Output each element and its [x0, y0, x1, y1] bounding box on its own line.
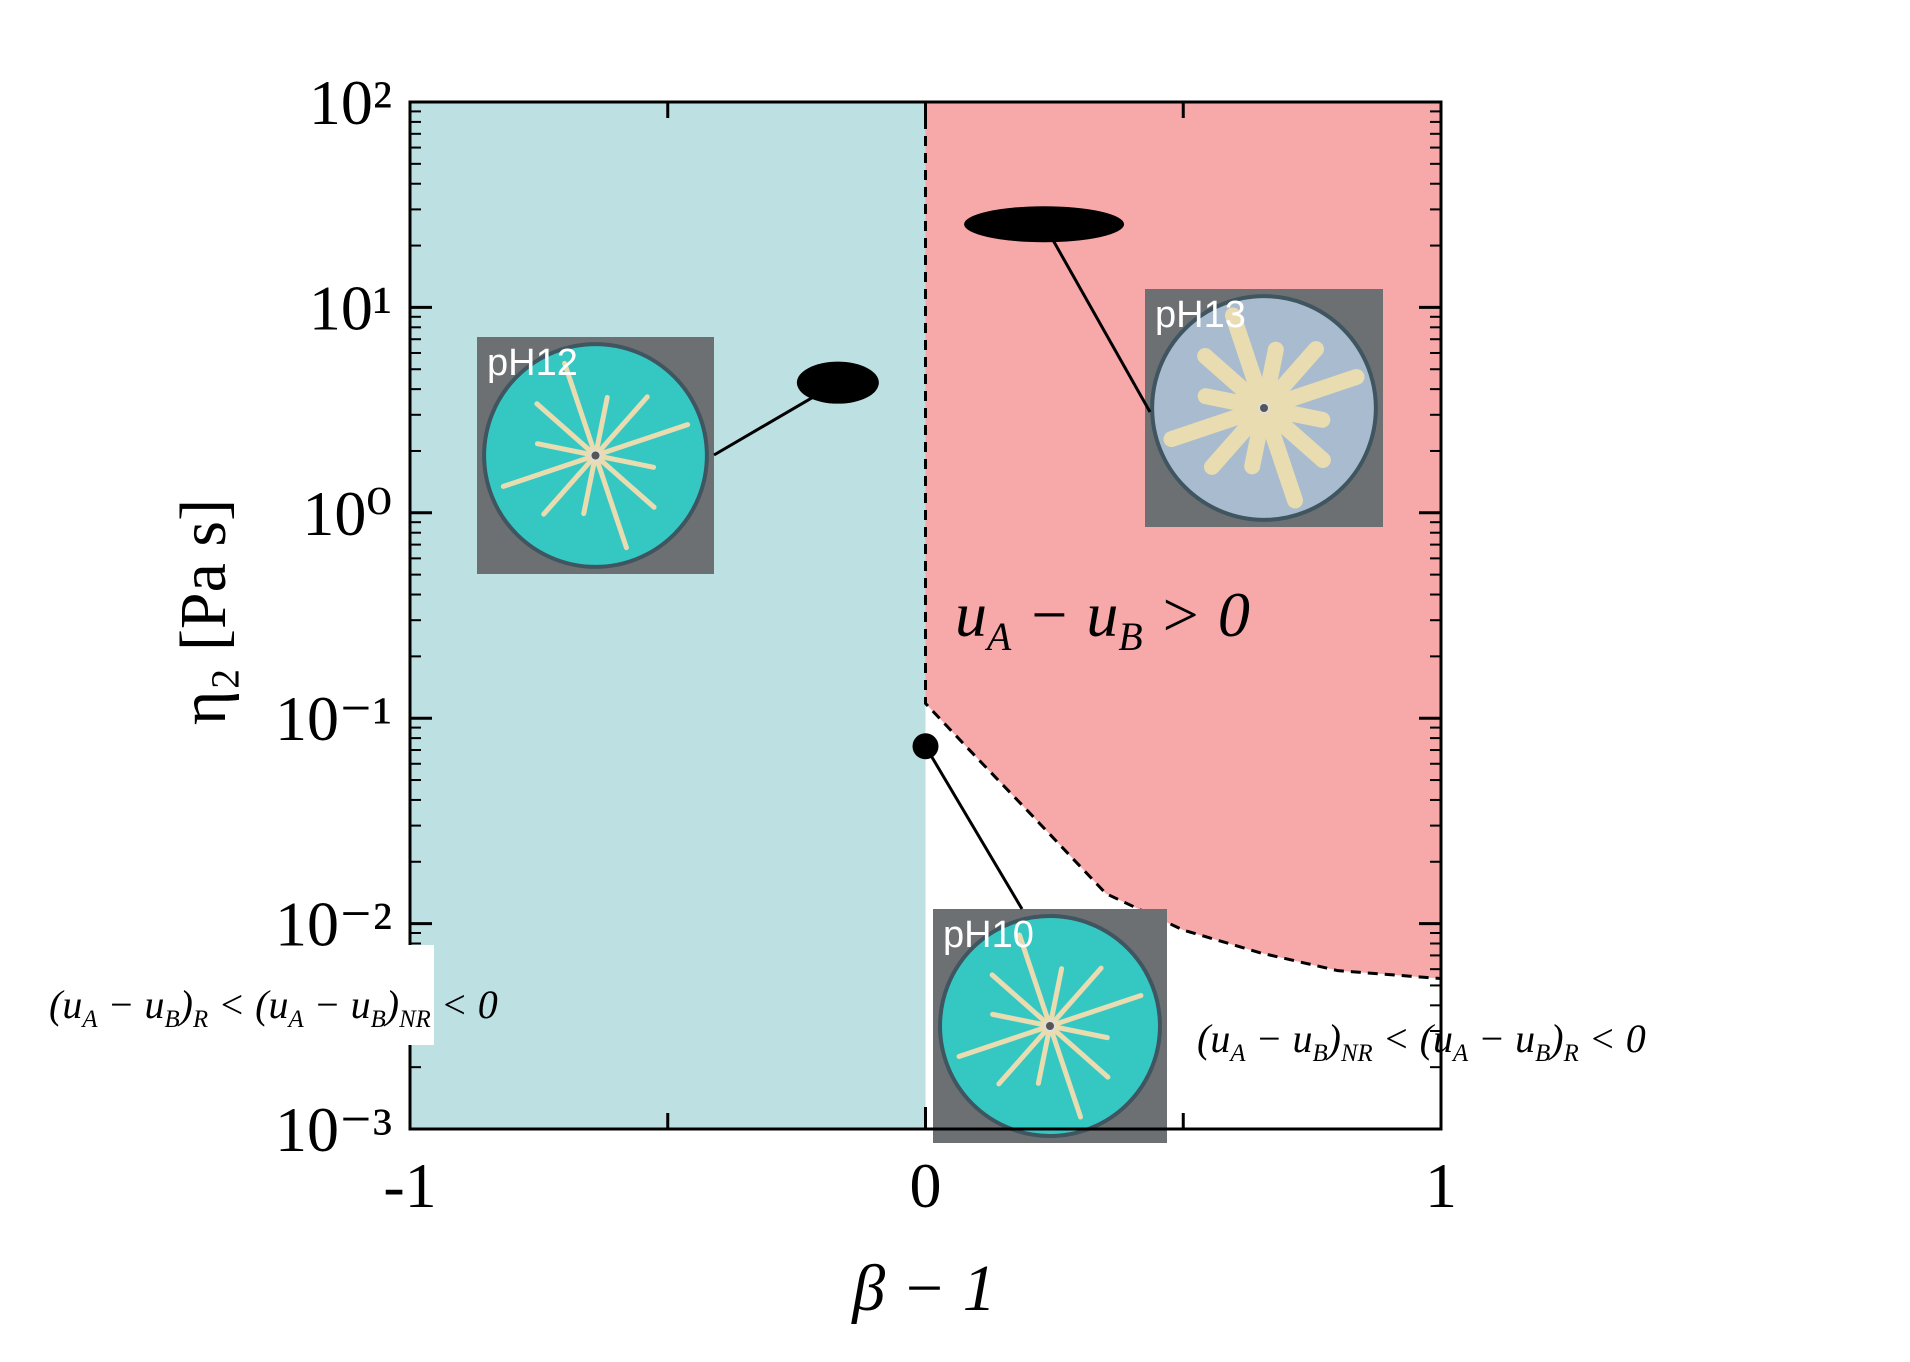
colony-branch: [562, 360, 598, 458]
colony-branch: [581, 453, 598, 517]
colony-branch: [1047, 1023, 1084, 1120]
annotation-part: R: [1563, 1040, 1579, 1067]
colony-branch: [593, 422, 691, 458]
data-point: [796, 361, 879, 404]
annotation-part: − u: [1468, 1016, 1535, 1061]
data-point: [912, 733, 939, 760]
colony-branch: [1224, 307, 1272, 416]
colony-branch: [593, 394, 650, 458]
annotation-part: A: [984, 615, 1012, 659]
colony-branch: [541, 453, 598, 517]
annotation-part: NR: [398, 1006, 431, 1033]
annotation-part: − u: [304, 982, 371, 1027]
annotation-part: (u: [1197, 1016, 1230, 1061]
y-tick-label: 10⁻¹: [275, 683, 392, 754]
colony-branch: [996, 1023, 1053, 1087]
colony-branch: [956, 1023, 1053, 1060]
connector: [924, 745, 1024, 910]
annotation-part: ): [1326, 1016, 1341, 1061]
colony-branch: [593, 394, 610, 458]
connector: [1042, 223, 1152, 413]
region-annotation: (uA − uB)NR < (uA − uB)R < 0: [1197, 1016, 1646, 1067]
annotation-part: > 0: [1143, 579, 1250, 650]
colony-branch: [1256, 400, 1304, 509]
x-tick-label: -1: [383, 1150, 436, 1221]
annotation-part: ): [1548, 1016, 1563, 1061]
annotation-part: < (u: [1373, 1016, 1453, 1061]
colony-branch: [1047, 1023, 1111, 1080]
y-tick-label: 10¹: [309, 272, 392, 343]
y-tick-label: 10⁰: [302, 478, 392, 549]
colony-branch: [990, 1011, 1053, 1029]
colony-branch: [1047, 965, 1104, 1029]
y-axis-label: η₂ [Pa s]: [167, 499, 240, 725]
colony-branch: [1016, 932, 1053, 1029]
label-background: [404, 945, 434, 1045]
colony-branch: [1047, 1023, 1110, 1041]
colony-branch: [593, 453, 657, 510]
annotation-part: − u: [97, 982, 164, 1027]
left-region: [410, 102, 926, 1129]
colony-branch: [500, 453, 598, 489]
annotation-part: B: [1118, 615, 1142, 659]
dish-center: [1258, 402, 1270, 414]
annotation-part: NR: [1340, 1040, 1373, 1067]
annotation-part: B: [371, 1006, 386, 1033]
annotation-part: ): [178, 982, 193, 1027]
colony-branch: [1047, 966, 1065, 1029]
photo: pH13: [1145, 289, 1383, 527]
photo-label: pH13: [1155, 294, 1246, 336]
annotation-part: < 0: [431, 982, 498, 1027]
annotation-part: B: [1312, 1040, 1327, 1067]
colony-branch: [1047, 992, 1144, 1029]
annotation-part: (u: [49, 982, 82, 1027]
annotation-part: B: [164, 1006, 179, 1033]
colony-branch: [1163, 400, 1272, 448]
region-annotation: uA − uB > 0: [955, 579, 1250, 659]
annotation-part: − u: [1011, 579, 1118, 650]
x-tick-label: 1: [1425, 1150, 1457, 1221]
annotation-part: B: [1535, 1040, 1550, 1067]
colony-branch: [1256, 368, 1365, 416]
annotation-part: A: [286, 1006, 304, 1033]
photo: pH10: [933, 909, 1167, 1143]
photo: pH12: [477, 337, 714, 574]
photo-label: pH10: [943, 914, 1034, 956]
dish-center: [589, 449, 602, 462]
annotation-part: A: [1451, 1040, 1469, 1067]
annotation-part: < 0: [1579, 1016, 1646, 1061]
annotation-part: u: [955, 579, 987, 650]
region-annotation: (uA − uB)R < (uA − uB)NR < 0: [49, 982, 498, 1033]
annotation-part: ): [384, 982, 399, 1027]
colony-branch: [593, 453, 657, 470]
x-tick-label: 0: [910, 1150, 942, 1221]
data-point: [964, 206, 1125, 243]
photo-label: pH12: [487, 342, 578, 384]
annotation-part: < (u: [208, 982, 288, 1027]
annotation-part: A: [80, 1006, 98, 1033]
y-tick-label: 10⁻³: [275, 1094, 392, 1165]
y-tick-label: 10⁻²: [275, 889, 392, 960]
annotation-part: A: [1228, 1040, 1246, 1067]
colony-branch: [1035, 1023, 1053, 1086]
colony-branch: [534, 441, 598, 458]
y-tick-label: 10²: [309, 67, 392, 138]
colony-branch: [593, 453, 629, 551]
colony-branch: [989, 972, 1053, 1029]
colony-branch: [534, 401, 598, 458]
annotation-part: R: [192, 1006, 208, 1033]
dish-center: [1044, 1020, 1056, 1032]
x-axis-label: β − 1: [850, 1252, 995, 1325]
annotation-part: − u: [1245, 1016, 1312, 1061]
